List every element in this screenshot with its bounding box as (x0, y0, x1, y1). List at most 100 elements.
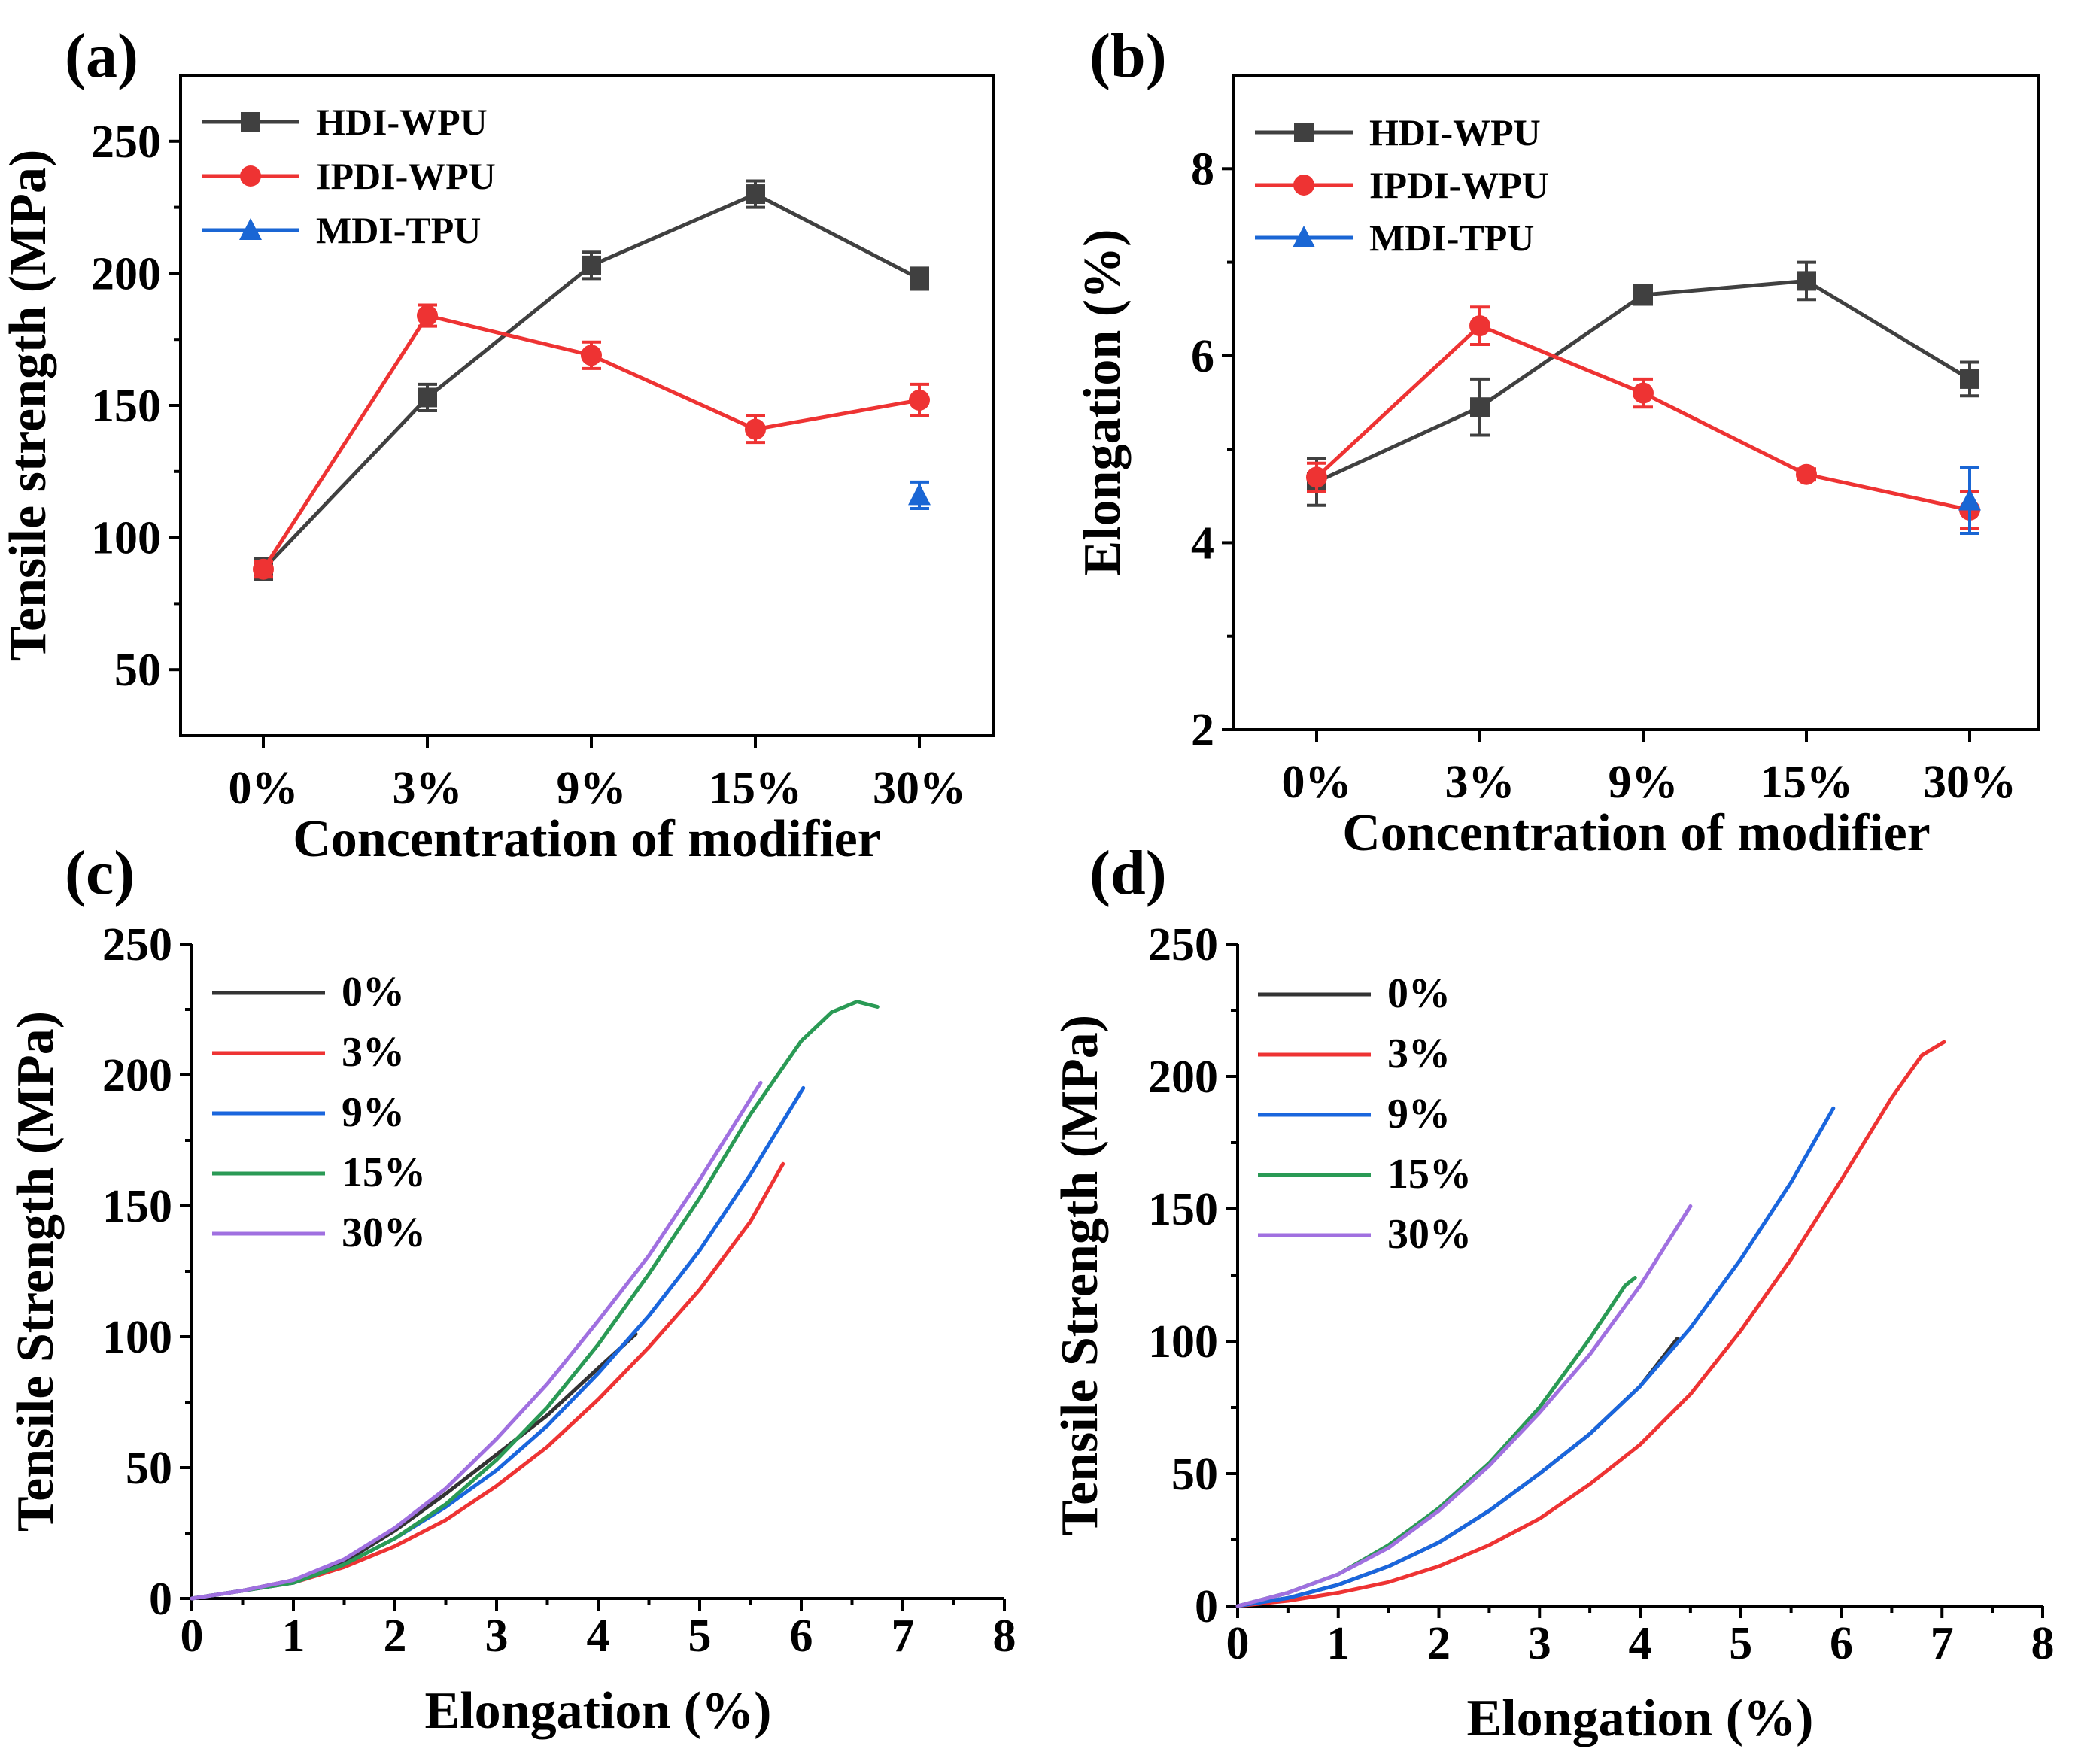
series-15- (190, 1000, 880, 1601)
data-point (1469, 315, 1490, 337)
x-tick-label: 8 (993, 1611, 1016, 1662)
y-tick-label: 250 (91, 117, 161, 168)
x-tick-label: 3% (1445, 757, 1515, 808)
x-tick-label: 3% (393, 763, 463, 814)
legend-label: MDI-TPU (316, 209, 481, 251)
y-tick-label: 100 (91, 513, 161, 564)
data-point (746, 184, 765, 205)
panel-label: (d) (1089, 838, 1167, 908)
data-point (1633, 285, 1653, 305)
x-tick-label: 1 (1326, 1618, 1350, 1669)
x-tick-label: 9% (557, 763, 627, 814)
y-tick-label: 2 (1191, 705, 1214, 756)
x-axis-label: Concentration of modifier (1342, 804, 1931, 862)
data-point (1797, 271, 1816, 291)
x-tick-label: 3 (1528, 1618, 1551, 1669)
legend-label: 30% (342, 1210, 426, 1256)
data-point (910, 269, 929, 289)
x-tick-label: 5 (688, 1611, 712, 1662)
y-tick-label: 0 (149, 1574, 172, 1625)
y-axis-label: Tensile strength (MPa) (0, 150, 57, 662)
x-tick-label: 7 (892, 1611, 915, 1662)
legend-label: MDI-TPU (1369, 217, 1534, 259)
legend-label: 3% (342, 1029, 405, 1076)
legend-label: IPDI-WPU (316, 155, 496, 197)
legend-label: 9% (1387, 1091, 1451, 1137)
x-tick-label: 7 (1931, 1618, 1954, 1669)
x-tick-label: 15% (1760, 757, 1853, 808)
x-tick-label: 4 (1629, 1618, 1652, 1669)
y-tick-label: 50 (114, 645, 161, 696)
data-point (253, 558, 274, 580)
x-tick-label: 3 (485, 1611, 509, 1662)
data-point (418, 387, 437, 408)
series-curve (1235, 1106, 1836, 1608)
y-tick-label: 200 (91, 248, 161, 299)
series-mdi-tpu (1958, 466, 1981, 535)
legend-label: 15% (1387, 1151, 1472, 1198)
y-tick-label: 8 (1191, 144, 1214, 195)
series-30- (1235, 1204, 1693, 1608)
y-tick-label: 100 (102, 1312, 172, 1363)
series-9- (1235, 1106, 1836, 1608)
y-axis-label: Tensile Strength (MPa) (1051, 1015, 1109, 1535)
y-axis-label: Tensile Strength (MPa) (7, 1011, 65, 1532)
series-mdi-tpu (908, 480, 931, 510)
x-axis-label: Concentration of modifier (293, 810, 881, 868)
panel-label: (a) (65, 21, 138, 91)
y-tick-label: 100 (1148, 1316, 1218, 1368)
y-tick-label: 250 (102, 919, 172, 970)
y-tick-label: 150 (1148, 1184, 1218, 1235)
legend-label: HDI-WPU (316, 101, 488, 143)
series-curve (1235, 1040, 1946, 1608)
data-point (417, 305, 438, 326)
legend-label: IPDI-WPU (1369, 164, 1549, 206)
chart-panel-a: 50 100 150 200 250 0% 3% 9% 15% 30%Concentration … (0, 21, 995, 868)
y-tick-label: 200 (102, 1050, 172, 1101)
series-curve (1235, 1204, 1693, 1608)
data-point (582, 255, 601, 275)
legend-marker (1293, 226, 1315, 247)
data-point (1306, 466, 1327, 488)
x-tick-label: 6 (1830, 1618, 1853, 1669)
legend-label: 15% (342, 1149, 426, 1196)
series-30- (190, 1080, 763, 1601)
x-tick-label: 15% (709, 763, 802, 814)
legend-marker (240, 165, 261, 187)
legend-label: 0% (1387, 970, 1451, 1017)
data-point (1796, 463, 1817, 485)
x-tick-label: 0% (1282, 757, 1352, 808)
data-point (745, 418, 766, 440)
data-point (1470, 397, 1490, 417)
data-point (908, 483, 931, 506)
x-tick-label: 30% (1923, 757, 2016, 808)
legend-marker (241, 112, 260, 132)
x-axis-label: Elongation (%) (425, 1682, 772, 1740)
y-tick-label: 4 (1191, 518, 1214, 569)
y-axis-label: Elongation (%) (1074, 229, 1132, 576)
legend-marker (1293, 175, 1314, 196)
legend-marker (1294, 123, 1314, 142)
legend-label: 3% (1387, 1031, 1451, 1077)
data-point (1960, 369, 1979, 389)
x-tick-label: 5 (1729, 1618, 1752, 1669)
plot-frame (1232, 74, 2040, 731)
x-tick-label: 8 (2031, 1618, 2055, 1669)
y-tick-label: 200 (1148, 1052, 1218, 1103)
x-tick-label: 0% (229, 763, 299, 814)
x-tick-label: 1 (282, 1611, 305, 1662)
series-curve (190, 1000, 880, 1601)
legend-label: 9% (342, 1089, 405, 1136)
x-tick-label: 2 (384, 1611, 407, 1662)
x-tick-label: 9% (1609, 757, 1679, 808)
panel-label: (b) (1089, 21, 1167, 91)
x-tick-label: 30% (873, 763, 966, 814)
panel-label: (c) (65, 838, 135, 908)
chart-panel-d: 0 50 100 150 200 250 0 1 2 3 4 5 6 7 8 Elongation (%) Te… (1051, 838, 2055, 1747)
data-point (1633, 382, 1654, 404)
legend-label: 30% (1387, 1211, 1472, 1258)
x-tick-label: 0 (181, 1611, 204, 1662)
x-tick-label: 6 (790, 1611, 813, 1662)
y-tick-label: 250 (1148, 919, 1218, 970)
legend-label: HDI-WPU (1369, 111, 1541, 153)
